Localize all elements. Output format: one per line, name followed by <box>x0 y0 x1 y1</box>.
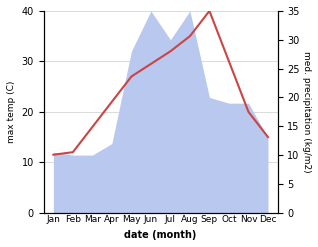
Y-axis label: med. precipitation (kg/m2): med. precipitation (kg/m2) <box>302 51 311 173</box>
X-axis label: date (month): date (month) <box>124 230 197 240</box>
Y-axis label: max temp (C): max temp (C) <box>7 81 16 143</box>
